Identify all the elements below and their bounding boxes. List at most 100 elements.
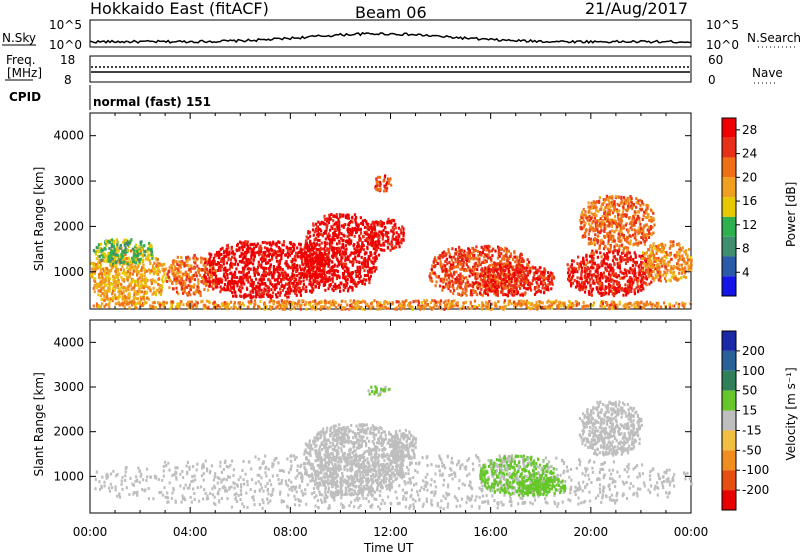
range-cell	[276, 245, 278, 248]
range-cell	[99, 255, 101, 258]
range-cell	[201, 268, 203, 271]
range-cell	[374, 259, 376, 262]
range-cell	[496, 288, 498, 291]
range-cell	[274, 285, 276, 288]
range-cell	[127, 263, 129, 266]
range-cell	[293, 264, 295, 267]
range-cell	[586, 279, 588, 282]
range-cell	[295, 291, 297, 294]
range-cell	[382, 235, 384, 238]
range-cell	[503, 278, 505, 281]
range-cell	[446, 278, 448, 281]
range-cell	[590, 212, 592, 215]
range-cell	[525, 269, 527, 272]
range-cell	[111, 243, 113, 246]
range-cell	[459, 263, 461, 266]
range-cell	[122, 272, 124, 275]
range-cell	[518, 259, 520, 262]
range-cell	[466, 289, 468, 292]
range-cell	[258, 273, 260, 276]
range-cell	[247, 262, 249, 265]
range-cell	[581, 281, 583, 284]
range-cell	[173, 287, 175, 290]
range-cell	[543, 267, 545, 270]
range-cell	[241, 278, 243, 281]
range-cell	[305, 251, 307, 254]
range-cell	[264, 253, 266, 256]
range-cell	[160, 289, 162, 292]
range-cell	[241, 243, 243, 246]
range-cell	[136, 290, 138, 293]
range-cell	[234, 263, 236, 266]
range-cell	[384, 226, 386, 229]
range-cell	[482, 270, 484, 273]
range-cell	[149, 289, 151, 292]
range-cell	[403, 232, 405, 235]
range-cell	[162, 268, 164, 271]
range-cell	[492, 248, 494, 251]
range-cell	[130, 284, 132, 287]
range-cell	[129, 265, 131, 268]
range-cell	[286, 283, 288, 286]
range-cell	[152, 278, 154, 281]
range-cell	[338, 263, 340, 266]
range-cell	[473, 282, 475, 285]
range-cell	[592, 288, 594, 291]
range-cell	[111, 238, 113, 241]
range-cell	[544, 287, 546, 290]
range-cell	[327, 287, 329, 290]
range-cell	[111, 292, 113, 295]
range-cell	[584, 272, 586, 275]
range-cell	[357, 224, 359, 227]
range-cell	[358, 252, 360, 255]
range-cell	[266, 242, 268, 245]
range-cell	[250, 293, 252, 296]
range-cell	[241, 286, 243, 289]
range-cell	[313, 280, 315, 283]
range-cell	[372, 235, 374, 238]
range-cell	[212, 288, 214, 291]
range-cell	[591, 274, 593, 277]
range-cell	[119, 247, 121, 250]
range-cell	[260, 247, 262, 250]
range-cell	[161, 285, 163, 288]
range-cell	[527, 258, 529, 261]
range-cell	[126, 287, 128, 290]
range-cell	[240, 271, 242, 274]
range-cell	[345, 263, 347, 266]
range-cell	[607, 266, 609, 269]
range-cell	[387, 242, 389, 245]
range-cell	[581, 267, 583, 270]
range-cell	[130, 281, 132, 284]
range-cell	[176, 291, 178, 294]
range-cell	[634, 269, 636, 272]
range-cell	[125, 246, 127, 249]
range-cell	[551, 279, 553, 282]
range-cell	[567, 263, 569, 266]
range-cell	[619, 267, 621, 270]
range-cell	[334, 264, 336, 267]
range-cell	[236, 276, 238, 279]
range-cell	[357, 268, 359, 271]
range-cell	[536, 286, 538, 289]
range-cell	[345, 251, 347, 254]
range-cell	[302, 287, 304, 290]
range-cell	[508, 250, 510, 253]
range-cell	[590, 240, 592, 243]
range-cell	[369, 226, 371, 229]
range-cell	[488, 269, 490, 272]
range-cell	[120, 283, 122, 286]
range-cell	[210, 262, 212, 265]
range-cell	[631, 287, 633, 290]
range-cell	[340, 253, 342, 256]
range-cell	[390, 221, 392, 224]
range-cell	[317, 235, 319, 238]
range-cell	[459, 273, 461, 276]
range-cell	[442, 270, 444, 273]
range-cell	[376, 181, 378, 184]
range-cell	[220, 285, 222, 288]
range-cell	[92, 263, 94, 266]
range-cell	[329, 229, 331, 232]
range-cell	[431, 268, 433, 271]
